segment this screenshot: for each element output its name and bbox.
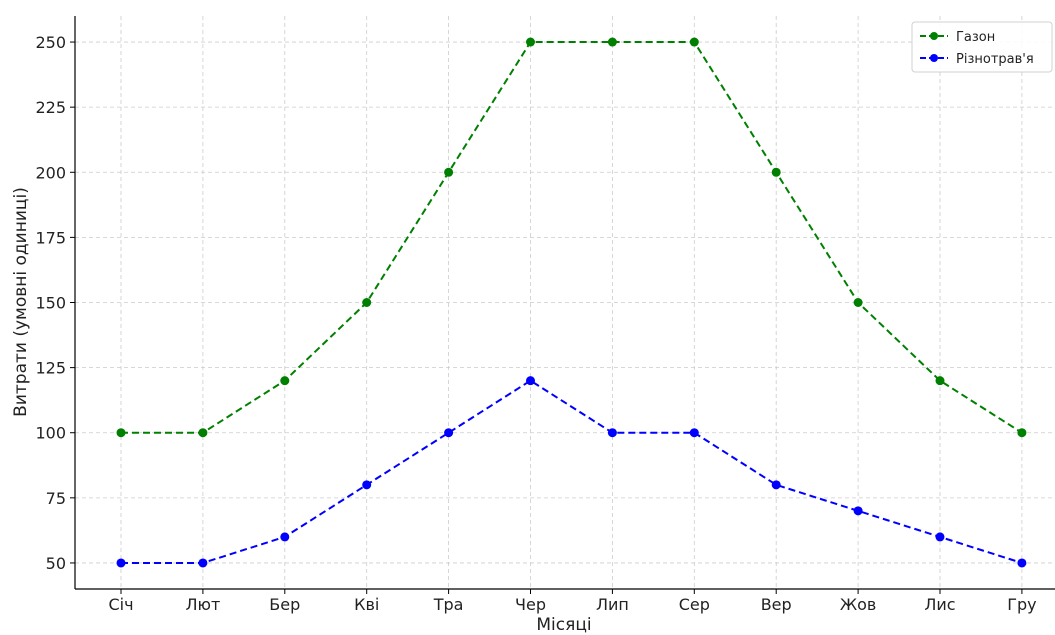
data-point xyxy=(116,428,126,438)
data-point xyxy=(526,376,535,386)
x-tick-label: Сер xyxy=(679,595,710,614)
series-line xyxy=(121,379,1023,564)
data-point xyxy=(198,558,208,568)
data-point xyxy=(444,428,454,438)
y-tick-label: 100 xyxy=(35,424,66,443)
data-point xyxy=(689,428,699,438)
series-line xyxy=(121,41,1023,434)
data-point xyxy=(935,376,945,386)
x-tick-label: Гру xyxy=(1007,595,1036,614)
data-point xyxy=(362,480,372,490)
data-point xyxy=(1017,428,1027,438)
data-point xyxy=(771,167,781,177)
legend-item: Газон xyxy=(920,30,995,45)
data-point xyxy=(1017,558,1027,568)
data-point xyxy=(280,376,290,386)
series-1 xyxy=(116,37,1027,438)
x-tick-label: Жов xyxy=(840,595,876,614)
y-tick-label: 75 xyxy=(46,489,66,508)
y-tick-label: 200 xyxy=(35,163,66,182)
data-point xyxy=(853,298,863,307)
x-tick-label: Січ xyxy=(108,595,133,614)
data-point xyxy=(362,298,372,307)
data-point xyxy=(853,506,863,516)
legend-marker xyxy=(930,32,938,40)
x-tick-label: Тра xyxy=(433,595,464,614)
y-tick-label: 225 xyxy=(35,98,66,117)
data-point xyxy=(526,37,535,47)
data-point xyxy=(607,37,617,47)
x-tick-label: Лис xyxy=(924,595,955,614)
legend-box xyxy=(911,21,1053,73)
y-tick-label: 50 xyxy=(46,554,66,573)
data-point xyxy=(689,37,699,47)
y-tick-label: 175 xyxy=(35,228,66,247)
y-tick-label: 125 xyxy=(35,359,66,378)
x-tick-label: Вер xyxy=(761,595,792,614)
data-point xyxy=(771,480,781,490)
x-tick-label: Чер xyxy=(515,595,546,614)
y-tick-label: 250 xyxy=(35,33,66,52)
grid xyxy=(75,16,1055,589)
series-group xyxy=(116,37,1027,568)
legend-item: Різнотрав'я xyxy=(920,52,1034,67)
y-axis-title: Витрати (умовні одиниці) xyxy=(11,187,31,417)
legend-label: Газон xyxy=(956,30,995,45)
legend: Газон Різнотрав'я xyxy=(911,21,1053,73)
x-tick-label: Бер xyxy=(269,595,300,614)
legend-marker xyxy=(930,54,938,62)
data-point xyxy=(198,428,208,438)
x-axis-title: Місяці xyxy=(536,615,591,635)
x-tick-label: Лип xyxy=(596,595,629,614)
tick-labels: Січ Лют Бер Кві Тра Чер Лип Сер Вер Жов Лис Гру 50 75… xyxy=(35,33,1036,614)
legend-label: Різнотрав'я xyxy=(956,52,1034,67)
y-tick-label: 150 xyxy=(35,294,66,313)
series-2 xyxy=(116,376,1027,568)
x-tick-label: Кві xyxy=(354,595,379,614)
data-point xyxy=(116,558,126,568)
data-point xyxy=(444,167,454,177)
data-point xyxy=(280,532,290,542)
data-point xyxy=(607,428,617,438)
x-tick-label: Лют xyxy=(185,595,220,614)
data-point xyxy=(935,532,945,542)
